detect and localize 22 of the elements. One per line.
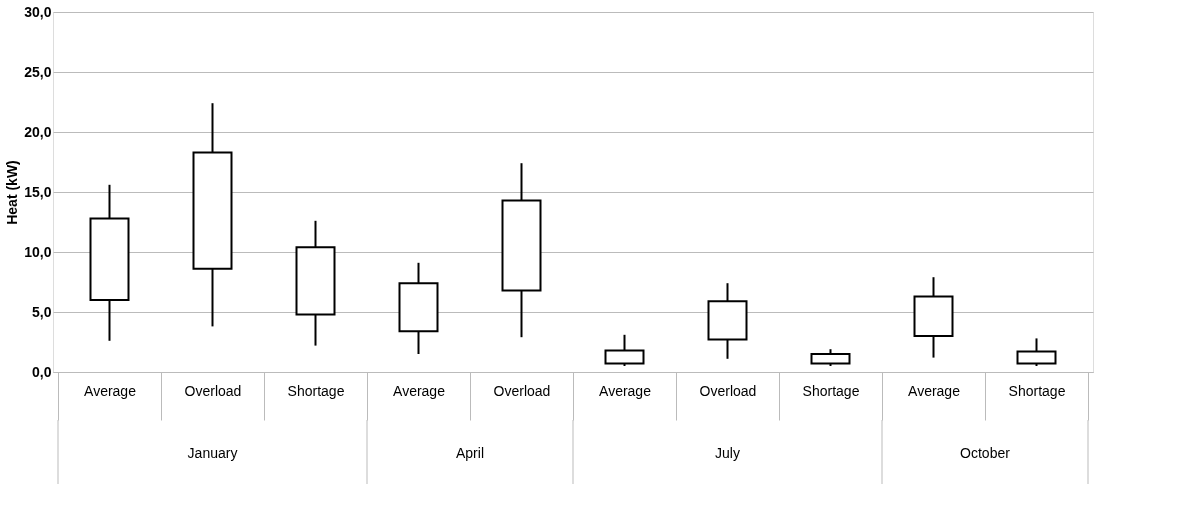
x-tick-label: Shortage	[287, 382, 345, 399]
text: April	[455, 445, 485, 461]
y-tick-label: 5,0	[32, 303, 52, 320]
y-tick-label: 0,0	[32, 363, 52, 380]
y-axis-title: Heat (kW)	[4, 160, 21, 225]
y-tick-label: 15,0	[24, 183, 52, 200]
y-tick-label: 10,0	[24, 243, 52, 260]
x-tick-label: Overload	[184, 382, 242, 399]
x-tick-label: Average	[599, 382, 652, 399]
x-tick-label: Overload	[699, 382, 757, 399]
x-tick-label: Overload	[493, 382, 551, 399]
x-tick-label: Average	[84, 382, 137, 399]
x-tick-label: Average	[908, 382, 961, 399]
x-tick-label: Shortage	[802, 382, 860, 399]
x-tick-label: Average	[393, 382, 446, 399]
y-tick-label: 30,0	[24, 3, 52, 20]
text: January	[187, 445, 238, 461]
y-tick-label: 20,0	[24, 123, 52, 140]
y-tick-label: 25,0	[24, 63, 52, 80]
text: July	[715, 445, 740, 461]
x-tick-label: Shortage	[1008, 382, 1066, 399]
text: October	[960, 445, 1011, 461]
